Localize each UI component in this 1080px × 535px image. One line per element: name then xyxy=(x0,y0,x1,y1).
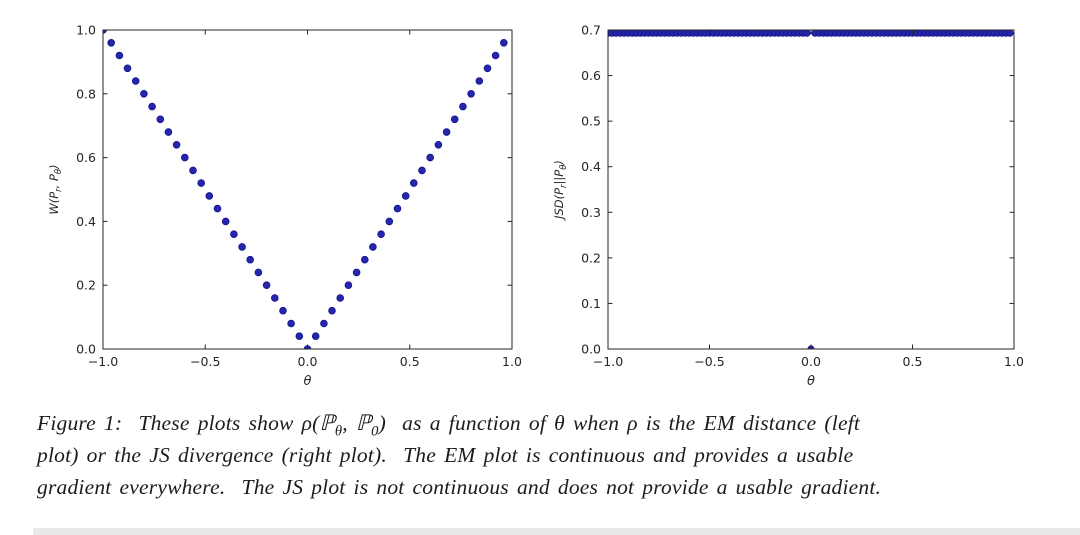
data-point xyxy=(475,77,484,85)
data-point xyxy=(254,268,263,277)
x-axis-label: θ xyxy=(807,374,815,389)
data-point xyxy=(181,153,189,162)
figure-caption: Figure 1: These plots show ρ(ℙθ, ℙ0) as … xyxy=(37,407,1049,503)
y-tick-label: 0.3 xyxy=(581,205,601,220)
caption-line-2: plot) or the JS divergence (right plot).… xyxy=(37,443,854,467)
data-point xyxy=(803,30,811,37)
data-point xyxy=(271,294,279,302)
data-point xyxy=(230,230,238,239)
y-tick-label: 0.6 xyxy=(581,68,601,83)
data-point xyxy=(238,243,246,251)
x-tick-label: 1.0 xyxy=(502,354,522,369)
x-tick-label: 1.0 xyxy=(1004,354,1024,369)
data-point xyxy=(418,166,426,175)
y-tick-label: 0.7 xyxy=(581,23,601,38)
y-tick-label: 0.0 xyxy=(76,342,96,357)
data-point xyxy=(499,38,508,47)
data-point xyxy=(156,115,165,124)
data-point xyxy=(401,192,410,200)
data-point xyxy=(483,64,492,73)
data-point xyxy=(344,281,353,290)
data-point xyxy=(320,319,328,328)
chart-canvas: −1.0 −0.5 0.0 0.5 1.0 0.0 0.2 0.4 0.6 0.8 1.0 θ W(Pr… xyxy=(47,23,522,390)
em-distance-plot: −1.0 −0.5 0.0 0.5 1.0 0.0 0.2 0.4 0.6 0.8 1.0 θ W(Pr… xyxy=(40,10,535,395)
data-point xyxy=(205,192,214,200)
page-bottom-divider xyxy=(33,528,1080,535)
js-divergence-plot: −1.0 −0.5 0.0 0.5 1.0 0.0 0.1 0.2 0.3 0.4 0.5 0.6 0.… xyxy=(545,10,1045,395)
data-point xyxy=(295,332,304,341)
y-tick-label: 0.8 xyxy=(76,86,96,101)
y-axis-label: W(Pr, Pθ) xyxy=(47,164,64,214)
x-tick-label: −0.5 xyxy=(694,354,724,369)
data-point xyxy=(221,217,230,226)
data-point xyxy=(123,64,132,73)
chart-canvas: −1.0 −0.5 0.0 0.5 1.0 0.0 0.1 0.2 0.3 0.4 0.5 0.6 0.… xyxy=(552,23,1024,390)
data-point xyxy=(459,102,467,111)
x-tick-label: −0.5 xyxy=(190,354,220,369)
data-point xyxy=(426,153,435,162)
data-point xyxy=(377,230,385,239)
data-point xyxy=(328,306,336,315)
data-point xyxy=(467,90,475,98)
data-point xyxy=(360,255,369,264)
data-point xyxy=(385,217,394,226)
data-point xyxy=(213,204,222,213)
data-point xyxy=(107,38,115,47)
data-point xyxy=(197,179,206,187)
data-point xyxy=(172,141,181,149)
x-tick-label: 0.0 xyxy=(801,354,821,369)
data-point xyxy=(164,128,173,136)
data-point xyxy=(450,115,459,124)
x-tick-label: 0.5 xyxy=(903,354,923,369)
data-point xyxy=(393,204,402,213)
y-tick-label: 0.2 xyxy=(581,250,601,265)
data-point xyxy=(131,77,140,85)
y-tick-label: 0.2 xyxy=(76,278,96,293)
data-point xyxy=(369,243,377,251)
x-tick-label: 0.5 xyxy=(400,354,420,369)
data-point xyxy=(246,255,255,264)
data-point xyxy=(262,281,271,290)
caption-line-3: gradient everywhere. The JS plot is not … xyxy=(37,475,882,499)
data-point xyxy=(279,306,287,315)
x-tick-label: −1.0 xyxy=(593,354,623,369)
data-point xyxy=(148,102,156,111)
x-tick-label: −1.0 xyxy=(88,354,118,369)
data-point xyxy=(442,128,451,136)
y-tick-label: 0.6 xyxy=(76,150,96,165)
data-point xyxy=(336,294,345,302)
data-point xyxy=(1006,30,1014,37)
data-point xyxy=(140,90,148,98)
y-tick-label: 1.0 xyxy=(76,23,96,38)
data-point xyxy=(434,141,443,149)
y-tick-label: 0.4 xyxy=(76,214,96,229)
caption-line-1: Figure 1: These plots show ρ(ℙθ, ℙ0) as … xyxy=(37,411,861,440)
data-point xyxy=(287,319,295,328)
y-tick-label: 0.4 xyxy=(581,159,601,174)
data-point xyxy=(409,179,418,187)
x-axis-label: θ xyxy=(304,374,312,389)
data-point xyxy=(491,51,500,60)
y-tick-label: 0.0 xyxy=(581,342,601,357)
data-point xyxy=(189,166,197,175)
y-axis-label: JSD(Pr||Pθ) xyxy=(552,160,569,221)
x-tick-label: 0.0 xyxy=(298,354,318,369)
y-tick-label: 0.5 xyxy=(581,114,601,129)
data-point xyxy=(311,332,320,341)
data-point xyxy=(115,51,124,60)
y-tick-label: 0.1 xyxy=(581,296,601,311)
data-point xyxy=(352,268,361,277)
